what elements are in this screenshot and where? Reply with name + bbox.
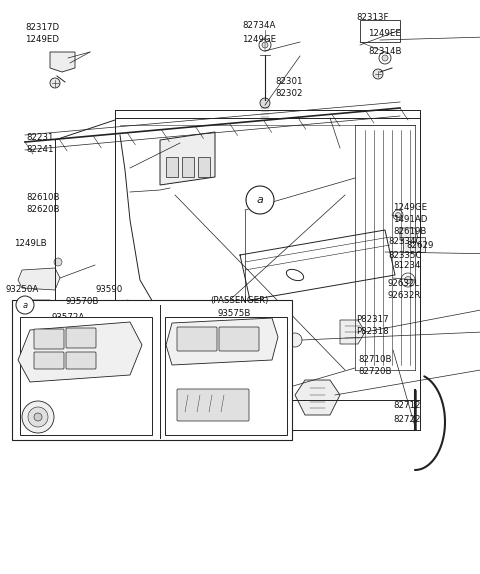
Polygon shape xyxy=(18,268,60,290)
Text: 82734A: 82734A xyxy=(242,21,276,30)
Circle shape xyxy=(22,401,54,433)
Text: 93576B: 93576B xyxy=(218,412,252,421)
Circle shape xyxy=(262,42,268,48)
Text: 1249LB: 1249LB xyxy=(14,239,47,249)
Polygon shape xyxy=(18,322,142,382)
Text: 82241: 82241 xyxy=(26,145,53,154)
Text: 82720B: 82720B xyxy=(358,367,392,377)
Polygon shape xyxy=(166,318,278,365)
Text: 82722: 82722 xyxy=(393,414,420,424)
Text: 82710B: 82710B xyxy=(358,355,392,364)
Text: 92632L: 92632L xyxy=(388,280,420,289)
Text: 82314B: 82314B xyxy=(368,48,401,56)
Circle shape xyxy=(373,69,383,79)
Text: 93571A: 93571A xyxy=(72,405,105,414)
Polygon shape xyxy=(295,380,340,415)
Text: 82231: 82231 xyxy=(26,134,53,142)
Text: 82315B: 82315B xyxy=(24,370,58,378)
FancyBboxPatch shape xyxy=(219,327,259,351)
FancyBboxPatch shape xyxy=(34,329,64,349)
Text: 82301: 82301 xyxy=(275,77,302,87)
Text: 82313F: 82313F xyxy=(356,14,388,22)
Circle shape xyxy=(246,186,274,214)
Text: P82317: P82317 xyxy=(356,316,389,324)
Circle shape xyxy=(28,407,48,427)
Polygon shape xyxy=(400,228,418,240)
Text: 82317D: 82317D xyxy=(25,24,59,33)
Text: 92632R: 92632R xyxy=(388,292,421,301)
FancyBboxPatch shape xyxy=(177,389,249,421)
Bar xyxy=(403,237,425,252)
Text: 93572A: 93572A xyxy=(52,313,85,323)
Text: 82610B: 82610B xyxy=(26,193,60,203)
Polygon shape xyxy=(18,300,55,325)
Bar xyxy=(360,20,400,42)
Text: 82619B: 82619B xyxy=(393,227,426,236)
Text: 82620B: 82620B xyxy=(26,205,60,215)
Bar xyxy=(198,157,210,177)
FancyBboxPatch shape xyxy=(34,352,64,369)
Text: 1491AD: 1491AD xyxy=(393,215,427,224)
Polygon shape xyxy=(50,52,75,72)
Text: a: a xyxy=(23,301,27,309)
Text: (PASSENGER): (PASSENGER) xyxy=(210,296,268,304)
Text: 1249ED: 1249ED xyxy=(25,36,59,45)
Text: 93577: 93577 xyxy=(225,331,252,339)
Text: 82712: 82712 xyxy=(393,401,420,410)
Circle shape xyxy=(54,258,62,266)
Text: P82318: P82318 xyxy=(356,328,389,336)
Text: 82629: 82629 xyxy=(406,242,433,250)
Text: 81234: 81234 xyxy=(393,261,420,270)
Circle shape xyxy=(405,277,411,284)
Bar xyxy=(20,317,152,435)
Circle shape xyxy=(396,212,400,218)
Circle shape xyxy=(260,98,270,108)
Circle shape xyxy=(34,413,42,421)
Polygon shape xyxy=(160,132,215,185)
Text: 93590: 93590 xyxy=(96,285,123,294)
Circle shape xyxy=(288,333,302,347)
Text: 82302: 82302 xyxy=(275,88,302,98)
Circle shape xyxy=(382,55,388,61)
Text: 1249GE: 1249GE xyxy=(393,204,427,212)
Text: 82335C: 82335C xyxy=(388,250,421,259)
Text: 82334C: 82334C xyxy=(388,238,421,246)
Bar xyxy=(166,157,178,177)
Circle shape xyxy=(16,296,34,314)
Circle shape xyxy=(50,78,60,88)
Polygon shape xyxy=(340,320,365,344)
FancyBboxPatch shape xyxy=(66,328,96,348)
Bar xyxy=(182,157,194,177)
Text: a: a xyxy=(257,195,264,205)
Text: 93570B: 93570B xyxy=(65,297,98,307)
Circle shape xyxy=(143,348,157,362)
Polygon shape xyxy=(108,300,133,320)
FancyBboxPatch shape xyxy=(66,352,96,369)
Text: 93575B: 93575B xyxy=(218,309,252,319)
FancyBboxPatch shape xyxy=(177,327,217,351)
Text: 93250A: 93250A xyxy=(6,285,39,294)
Bar xyxy=(165,317,287,435)
Bar xyxy=(12,300,292,440)
Text: 93710B: 93710B xyxy=(20,420,53,429)
Text: 1249GE: 1249GE xyxy=(242,36,276,45)
Text: 1249EE: 1249EE xyxy=(368,29,401,38)
